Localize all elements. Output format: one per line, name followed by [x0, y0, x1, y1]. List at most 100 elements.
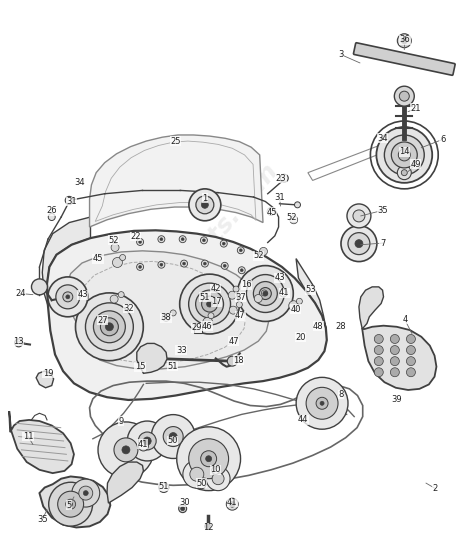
Text: 34: 34: [377, 134, 388, 143]
Text: 4: 4: [402, 315, 407, 324]
Text: 13: 13: [13, 337, 24, 346]
Circle shape: [237, 301, 242, 307]
Circle shape: [406, 368, 415, 377]
Text: 38: 38: [161, 314, 172, 322]
Circle shape: [306, 388, 338, 419]
Text: 46: 46: [202, 322, 212, 331]
Circle shape: [122, 446, 130, 454]
Circle shape: [201, 296, 218, 312]
Text: 37: 37: [235, 293, 246, 302]
Circle shape: [143, 437, 151, 445]
Text: 27: 27: [97, 316, 108, 325]
Text: 43: 43: [77, 290, 88, 299]
Circle shape: [203, 317, 213, 327]
Circle shape: [254, 295, 262, 302]
Text: 25: 25: [170, 137, 181, 146]
Circle shape: [378, 158, 388, 168]
Circle shape: [294, 202, 301, 208]
Circle shape: [341, 226, 377, 261]
Circle shape: [179, 236, 186, 242]
Circle shape: [201, 451, 217, 466]
Text: 29: 29: [191, 324, 202, 332]
Circle shape: [190, 467, 204, 481]
Circle shape: [397, 166, 411, 180]
Text: 10: 10: [210, 465, 221, 474]
Circle shape: [111, 244, 119, 251]
Circle shape: [201, 201, 209, 208]
Text: 18: 18: [233, 355, 244, 365]
Circle shape: [201, 260, 209, 267]
Circle shape: [69, 502, 73, 506]
Text: 14: 14: [400, 147, 410, 156]
Circle shape: [374, 335, 383, 344]
Circle shape: [66, 295, 70, 299]
Text: 9: 9: [118, 416, 124, 425]
Text: 47: 47: [235, 311, 246, 320]
Circle shape: [98, 422, 154, 478]
Text: 53: 53: [305, 285, 316, 294]
Circle shape: [83, 490, 88, 495]
Circle shape: [127, 421, 167, 461]
Text: 50: 50: [196, 479, 207, 488]
Text: 42: 42: [210, 284, 221, 293]
Circle shape: [374, 368, 383, 377]
Polygon shape: [47, 230, 327, 400]
Circle shape: [202, 239, 205, 242]
Text: 7: 7: [380, 239, 385, 247]
Circle shape: [267, 207, 275, 216]
Circle shape: [137, 264, 144, 270]
Text: 15: 15: [135, 362, 146, 371]
Circle shape: [189, 189, 221, 221]
Circle shape: [259, 247, 267, 255]
Text: 50: 50: [167, 436, 177, 445]
Circle shape: [233, 286, 239, 292]
Circle shape: [207, 301, 212, 307]
Circle shape: [189, 283, 230, 325]
Text: 23: 23: [276, 173, 286, 183]
Circle shape: [391, 356, 399, 366]
Circle shape: [228, 356, 237, 366]
Circle shape: [320, 401, 324, 405]
Circle shape: [397, 34, 411, 48]
Text: 28: 28: [336, 322, 346, 331]
Text: 31: 31: [274, 192, 285, 202]
Circle shape: [196, 290, 224, 318]
Text: 26: 26: [46, 206, 56, 215]
Circle shape: [182, 262, 185, 265]
Circle shape: [296, 378, 348, 429]
Circle shape: [384, 135, 424, 175]
Text: 41: 41: [227, 498, 237, 507]
Circle shape: [353, 210, 365, 222]
Circle shape: [289, 301, 299, 311]
Circle shape: [203, 262, 206, 265]
Circle shape: [316, 398, 328, 409]
Polygon shape: [107, 462, 144, 503]
Text: 21: 21: [410, 104, 421, 113]
Circle shape: [374, 356, 383, 366]
Circle shape: [228, 291, 236, 299]
Circle shape: [206, 466, 230, 490]
Text: 48: 48: [313, 322, 324, 331]
Circle shape: [226, 498, 238, 510]
Text: 11: 11: [23, 432, 33, 441]
Polygon shape: [359, 287, 383, 329]
Circle shape: [181, 507, 185, 510]
Circle shape: [223, 264, 226, 267]
Circle shape: [138, 265, 142, 269]
Circle shape: [238, 267, 245, 274]
Text: 43: 43: [274, 274, 285, 282]
Circle shape: [220, 240, 227, 247]
Circle shape: [160, 263, 163, 266]
Circle shape: [160, 238, 163, 241]
Text: 52: 52: [108, 236, 118, 245]
Polygon shape: [9, 411, 74, 473]
Text: 35: 35: [37, 515, 47, 524]
Text: 41: 41: [279, 289, 290, 297]
Circle shape: [374, 346, 383, 355]
Circle shape: [376, 127, 432, 183]
Text: 32: 32: [123, 304, 134, 313]
Circle shape: [58, 491, 83, 517]
Circle shape: [179, 505, 187, 513]
Text: 52: 52: [286, 212, 297, 221]
Circle shape: [138, 241, 142, 244]
